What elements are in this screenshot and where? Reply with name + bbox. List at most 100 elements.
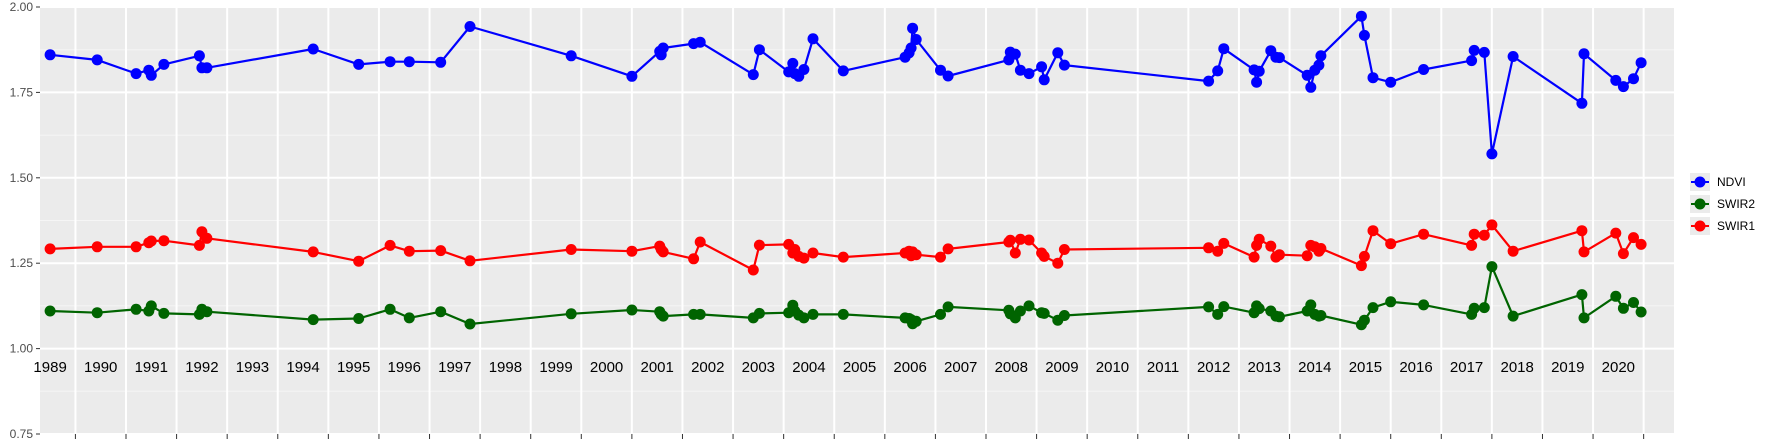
data-point-swir2 xyxy=(307,314,319,326)
year-label: 2018 xyxy=(1500,359,1533,376)
data-point-swir2 xyxy=(1315,310,1327,321)
year-label: 1997 xyxy=(438,359,471,376)
data-point-ndvi xyxy=(1058,59,1070,71)
year-label: 1999 xyxy=(539,359,572,376)
series-swir2 xyxy=(44,261,1647,331)
year-label: 1993 xyxy=(236,359,269,376)
series-swir1 xyxy=(44,219,1647,276)
data-point-swir2 xyxy=(837,308,849,320)
data-point-swir1 xyxy=(565,244,577,255)
data-point-ndvi xyxy=(1212,65,1224,77)
data-point-ndvi xyxy=(384,56,396,68)
data-point-ndvi xyxy=(1367,72,1379,84)
data-point-swir2 xyxy=(1273,311,1285,323)
data-point-swir1 xyxy=(935,251,946,263)
data-point-ndvi xyxy=(307,43,319,55)
data-point-swir1 xyxy=(1358,250,1370,262)
data-point-swir1 xyxy=(1610,227,1622,239)
data-point-swir2 xyxy=(1038,307,1050,319)
data-point-swir1 xyxy=(145,235,157,247)
data-point-swir2 xyxy=(565,308,577,320)
data-point-ndvi xyxy=(1036,61,1048,73)
data-point-ndvi xyxy=(193,50,205,62)
year-label: 2005 xyxy=(843,359,876,376)
year-label: 2014 xyxy=(1298,359,1331,376)
data-point-ndvi xyxy=(747,69,759,81)
year-label: 2006 xyxy=(893,359,926,376)
data-point-swir1 xyxy=(942,243,954,255)
data-point-ndvi xyxy=(694,36,706,48)
data-point-swir2 xyxy=(44,305,56,317)
data-point-ndvi xyxy=(657,42,669,54)
data-point-ndvi xyxy=(403,56,415,68)
data-point-swir1 xyxy=(910,249,922,261)
legend-label: SWIR2 xyxy=(1717,197,1755,211)
data-point-swir1 xyxy=(403,245,415,257)
data-point-swir2 xyxy=(353,313,365,324)
legend-item-swir2: SWIR2 xyxy=(1690,195,1755,213)
legend: NDVI SWIR2 SWIR1 xyxy=(1690,173,1755,235)
data-point-ndvi xyxy=(1418,64,1430,75)
data-point-swir1 xyxy=(307,246,319,258)
data-point-ndvi xyxy=(905,42,917,54)
data-point-ndvi xyxy=(1468,44,1480,56)
data-point-swir1 xyxy=(1578,246,1590,258)
y-tick-label: 0.75 xyxy=(10,427,34,441)
data-point-ndvi xyxy=(935,64,946,76)
y-tick-label: 2.00 xyxy=(10,0,34,14)
data-point-swir2 xyxy=(1218,301,1230,313)
data-point-swir1 xyxy=(753,239,765,251)
year-label: 2010 xyxy=(1096,359,1129,376)
y-tick-label: 1.75 xyxy=(10,85,34,99)
data-point-ndvi xyxy=(1253,65,1265,77)
year-label: 1998 xyxy=(489,359,522,376)
data-point-ndvi xyxy=(1576,97,1588,109)
data-point-swir2 xyxy=(1212,308,1224,320)
data-point-swir1 xyxy=(1014,233,1026,245)
data-point-swir1 xyxy=(1265,240,1277,252)
data-point-swir1 xyxy=(130,241,142,253)
data-point-ndvi xyxy=(798,64,810,75)
y-axis: 0.75 1.00 1.25 1.50 1.75 2.00 xyxy=(10,0,40,441)
data-point-ndvi xyxy=(1486,148,1498,160)
legend-key-point xyxy=(1694,176,1706,188)
data-point-swir1 xyxy=(694,236,706,248)
year-label: 2009 xyxy=(1045,359,1078,376)
data-point-swir1 xyxy=(1617,248,1629,260)
data-point-swir1 xyxy=(435,245,447,257)
data-point-swir1 xyxy=(1253,233,1265,245)
data-point-ndvi xyxy=(1203,75,1215,87)
year-label: 1992 xyxy=(185,359,218,376)
data-point-ndvi xyxy=(565,50,577,62)
data-point-swir1 xyxy=(747,264,759,276)
data-point-swir1 xyxy=(837,251,849,263)
data-point-swir1 xyxy=(1052,257,1064,269)
data-point-swir2 xyxy=(1058,310,1070,321)
data-point-ndvi xyxy=(1628,73,1639,85)
data-point-swir2 xyxy=(694,308,706,320)
data-point-ndvi xyxy=(1251,76,1263,88)
data-point-swir2 xyxy=(1023,300,1035,312)
data-point-ndvi xyxy=(145,69,157,81)
data-point-swir1 xyxy=(1628,232,1639,244)
data-point-swir2 xyxy=(384,303,396,315)
legend-item-ndvi: NDVI xyxy=(1690,173,1746,191)
data-point-swir2 xyxy=(435,306,447,318)
data-point-ndvi xyxy=(130,68,142,80)
data-point-swir2 xyxy=(1203,301,1215,313)
data-point-swir2 xyxy=(1635,306,1647,318)
data-point-swir1 xyxy=(201,232,213,244)
data-point-swir1 xyxy=(193,239,205,251)
data-point-ndvi xyxy=(1578,48,1590,60)
data-point-swir2 xyxy=(464,318,476,330)
data-point-ndvi xyxy=(910,34,922,45)
data-point-swir1 xyxy=(1635,238,1647,250)
y-tick-label: 1.00 xyxy=(10,342,34,356)
data-point-swir2 xyxy=(201,306,213,318)
data-point-ndvi xyxy=(1305,81,1317,93)
x-axis xyxy=(74,434,1645,439)
year-label: 2020 xyxy=(1602,359,1635,376)
data-point-swir2 xyxy=(1617,302,1629,314)
data-point-ndvi xyxy=(626,70,638,82)
